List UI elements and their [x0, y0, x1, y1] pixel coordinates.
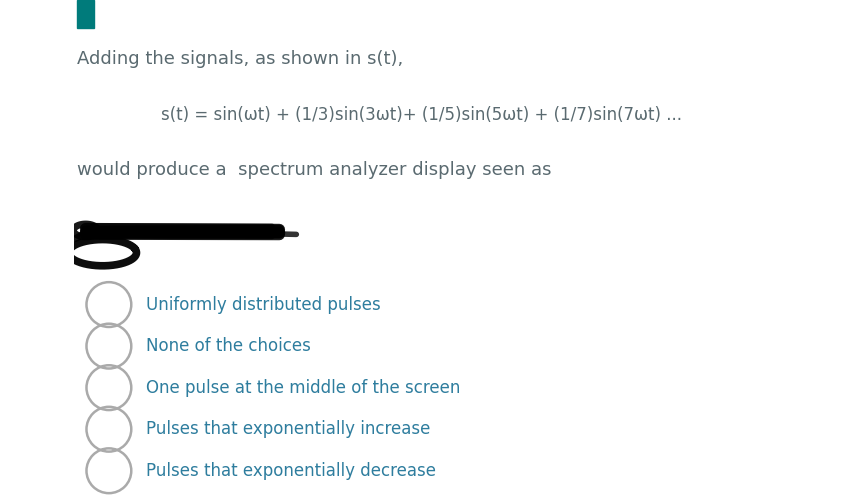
Text: Adding the signals, as shown in s(t),: Adding the signals, as shown in s(t), — [77, 50, 403, 68]
Text: Pulses that exponentially increase: Pulses that exponentially increase — [145, 420, 430, 438]
Text: s(t) = sin(ωt) + (1/3)sin(3ωt)+ (1/5)sin(5ωt) + (1/7)sin(7ωt) ...: s(t) = sin(ωt) + (1/3)sin(3ωt)+ (1/5)sin… — [161, 106, 682, 124]
Text: None of the choices: None of the choices — [145, 337, 311, 355]
Text: Pulses that exponentially decrease: Pulses that exponentially decrease — [145, 462, 436, 480]
Text: would produce a  spectrum analyzer display seen as: would produce a spectrum analyzer displa… — [77, 162, 551, 179]
Text: Uniformly distributed pulses: Uniformly distributed pulses — [145, 296, 381, 314]
Bar — [77, 0, 94, 28]
Text: One pulse at the middle of the screen: One pulse at the middle of the screen — [145, 379, 460, 397]
